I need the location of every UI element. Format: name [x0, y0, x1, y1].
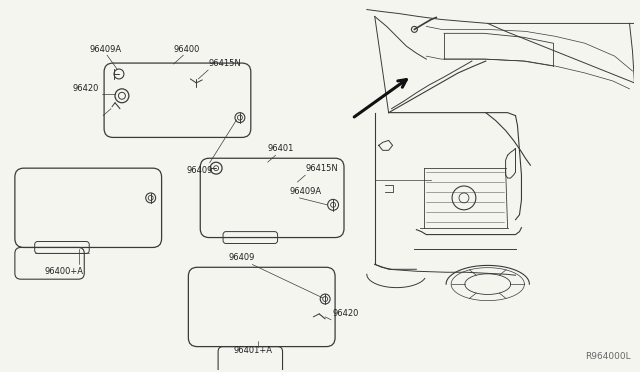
Text: 96400+A: 96400+A: [45, 267, 84, 276]
Text: 96420: 96420: [72, 84, 99, 93]
Text: 96415N: 96415N: [305, 164, 338, 173]
Text: 96409A: 96409A: [89, 45, 122, 54]
Text: 96400: 96400: [173, 45, 200, 54]
Text: 96401+A: 96401+A: [234, 346, 272, 355]
Text: 96401: 96401: [268, 144, 294, 153]
Text: 96415N: 96415N: [208, 58, 241, 68]
Text: 96420: 96420: [332, 310, 358, 318]
Text: 96409: 96409: [186, 166, 212, 174]
Text: R964000L: R964000L: [585, 352, 630, 361]
Text: 96409: 96409: [228, 253, 254, 262]
Text: 96409A: 96409A: [289, 187, 322, 196]
